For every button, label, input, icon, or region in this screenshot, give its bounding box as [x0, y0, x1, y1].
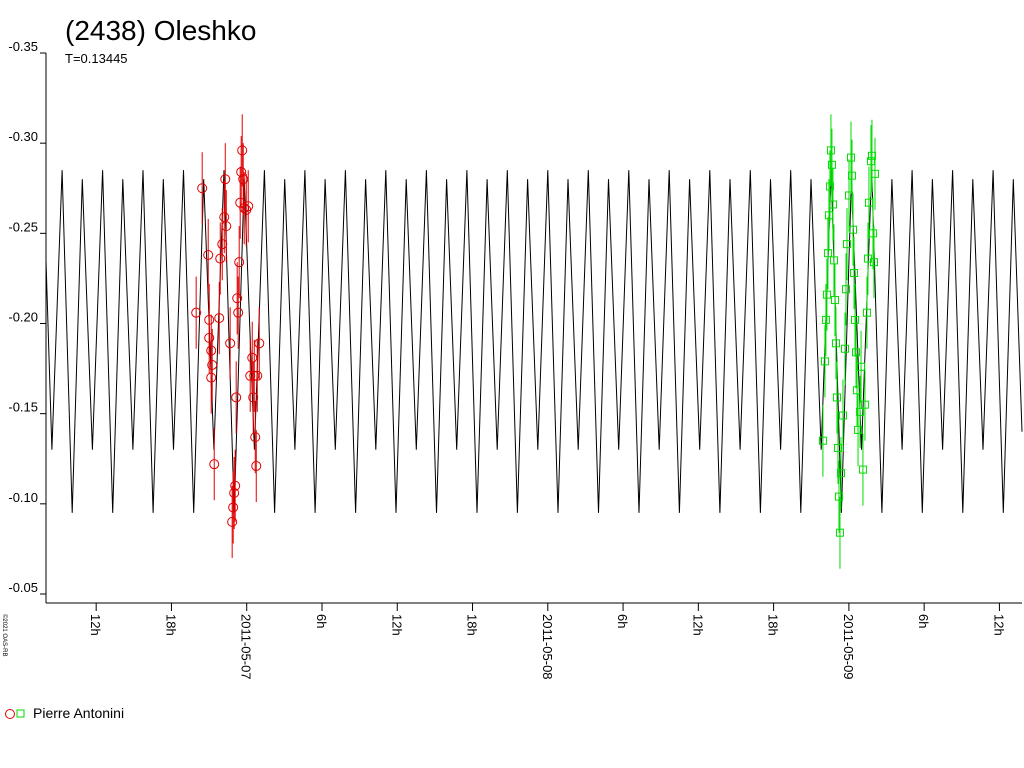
data-point [860, 400, 869, 409]
data-point [204, 332, 215, 343]
data-point [243, 201, 254, 212]
data-point [207, 359, 218, 370]
data-point [236, 167, 247, 178]
data-point [238, 174, 249, 185]
data-point [850, 269, 859, 278]
data-point [247, 352, 258, 363]
data-point [250, 432, 261, 443]
data-point [822, 290, 831, 299]
data-point [836, 469, 845, 478]
x-tick-label: 6h [916, 614, 931, 628]
data-point [251, 460, 262, 471]
y-tick-label: -0.15 [8, 400, 38, 415]
data-point [857, 362, 866, 371]
data-point [842, 240, 851, 249]
x-tick-label: 18h [766, 614, 781, 636]
data-point [820, 357, 829, 366]
y-tick-label: -0.30 [8, 129, 38, 144]
x-tick-label: 6h [615, 614, 630, 628]
data-point [826, 146, 835, 155]
data-point [830, 296, 839, 305]
data-point [868, 229, 877, 238]
x-tick-label: 12h [991, 614, 1006, 636]
data-point [191, 307, 202, 318]
data-point [232, 293, 243, 304]
data-point [847, 153, 856, 162]
data-point [851, 315, 860, 324]
data-point [229, 488, 240, 499]
data-point [866, 157, 875, 166]
data-point [864, 198, 873, 207]
data-point [824, 211, 833, 220]
data-point [227, 516, 238, 527]
legend-square [16, 709, 25, 718]
data-point [821, 315, 830, 324]
legend-circle [5, 709, 15, 719]
data-point [197, 183, 208, 194]
x-tick-label: 6h [314, 614, 329, 628]
data-point [228, 502, 239, 513]
data-point [854, 425, 863, 434]
data-point [858, 465, 867, 474]
data-point [249, 370, 260, 381]
data-point [206, 372, 217, 383]
x-tick-label: 2011-05-07 [239, 614, 254, 680]
data-point [220, 174, 231, 185]
x-tick-label: 12h [389, 614, 404, 636]
data-point [828, 200, 837, 209]
data-point [835, 528, 844, 537]
data-point [818, 436, 827, 445]
x-tick-label: 12h [690, 614, 705, 636]
chart-subtitle: T=0.13445 [65, 51, 128, 66]
data-point [862, 308, 871, 317]
data-point [209, 459, 220, 470]
data-point [870, 169, 879, 178]
data-point [848, 171, 857, 180]
data-point [840, 344, 849, 353]
data-point [221, 221, 232, 232]
x-tick-label: 2011-05-09 [841, 614, 856, 680]
data-point [225, 338, 236, 349]
data-point [254, 338, 265, 349]
data-point [841, 285, 850, 294]
data-point [834, 492, 843, 501]
data-point [230, 480, 241, 491]
data-point [829, 256, 838, 265]
credit: ©2021 OAS-RB [1, 614, 8, 656]
model-curve [45, 170, 1023, 513]
data-point [849, 225, 858, 234]
y-tick-label: -0.10 [8, 490, 38, 505]
chart-title: (2438) Oleshko [65, 15, 256, 46]
y-tick-label: -0.25 [8, 219, 38, 234]
data-point [827, 160, 836, 169]
data-point [233, 307, 244, 318]
y-tick-label: -0.05 [8, 580, 38, 595]
legend-label: Pierre Antonini [33, 705, 124, 721]
data-point [852, 348, 861, 357]
x-tick-label: 18h [163, 614, 178, 636]
data-point [838, 411, 847, 420]
data-point [203, 249, 214, 260]
data-point [252, 370, 263, 381]
x-tick-label: 2011-05-08 [540, 614, 555, 680]
data-point [231, 392, 242, 403]
data-point [832, 393, 841, 402]
data-point [823, 249, 832, 258]
data-point [214, 313, 225, 324]
data-point [831, 339, 840, 348]
data-point [234, 257, 245, 268]
data-point [237, 145, 248, 156]
data-point [215, 253, 226, 264]
x-tick-label: 12h [88, 614, 103, 636]
data-point [856, 407, 865, 416]
y-tick-label: -0.35 [8, 39, 38, 54]
y-tick-label: -0.20 [8, 310, 38, 325]
data-point [869, 258, 878, 267]
x-tick-label: 18h [465, 614, 480, 636]
